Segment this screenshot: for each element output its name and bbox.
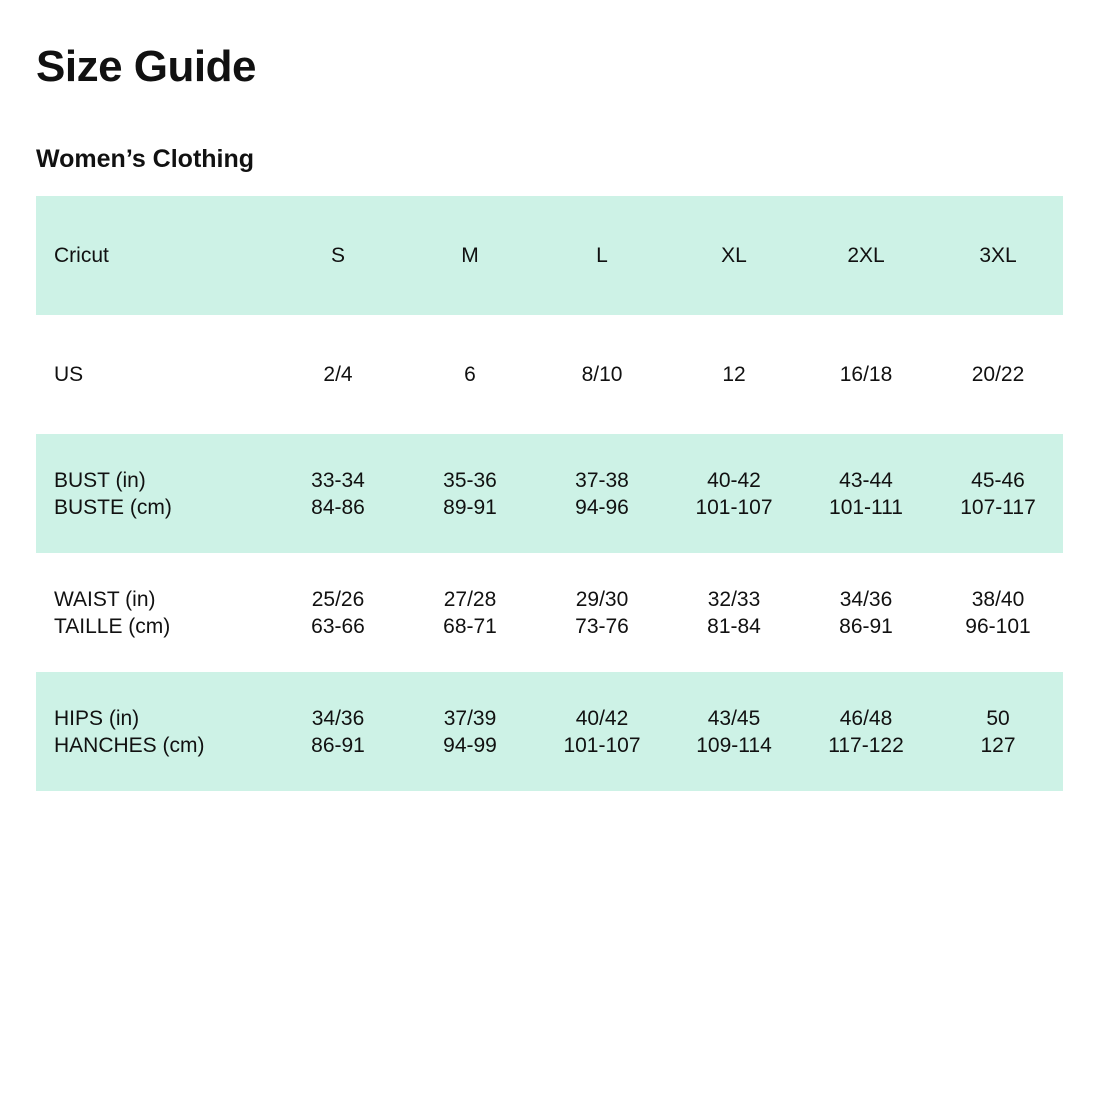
cell-value: 50 bbox=[986, 706, 1010, 730]
header-size-3xl: 3XL bbox=[979, 244, 1017, 267]
table-cell: 27/28 68-71 bbox=[404, 586, 536, 640]
cell-value: 37-38 bbox=[575, 468, 629, 492]
table-cell: 46/48 117-122 bbox=[800, 705, 932, 759]
cell-value: 16/18 bbox=[839, 363, 893, 386]
section-title: Women’s Clothing bbox=[36, 145, 255, 173]
table-cell: 37-38 94-96 bbox=[536, 467, 668, 521]
table-cell: 34/36 86-91 bbox=[272, 705, 404, 759]
table-row: WAIST (in) TAILLE (cm) 25/26 63-66 27/28 68-7… bbox=[36, 553, 1063, 672]
table-cell: 20/22 bbox=[932, 361, 1064, 388]
row-label-line: TAILLE (cm) bbox=[54, 614, 171, 638]
table-cell: 40/42 101-107 bbox=[536, 705, 668, 759]
cell-value: 109-114 bbox=[696, 733, 772, 757]
table-cell: 45-46 107-117 bbox=[932, 467, 1064, 521]
cell-value: 43-44 bbox=[839, 468, 893, 492]
header-size-2xl: 2XL bbox=[847, 244, 885, 267]
table-cell: 43/45 109-114 bbox=[668, 705, 800, 759]
cell-value: 96-101 bbox=[965, 614, 1031, 638]
cell-value: 12 bbox=[722, 363, 746, 386]
table-cell: 32/33 81-84 bbox=[668, 586, 800, 640]
row-label-line: US bbox=[54, 363, 84, 386]
row-label-line: HANCHES (cm) bbox=[54, 733, 205, 757]
cell-value: 46/48 bbox=[839, 706, 893, 730]
table-cell: 35-36 89-91 bbox=[404, 467, 536, 521]
table-cell: 8/10 bbox=[536, 361, 668, 388]
row-label: US bbox=[54, 361, 83, 388]
cell-value: 34/36 bbox=[311, 706, 365, 730]
table-cell: 25/26 63-66 bbox=[272, 586, 404, 640]
row-label-line: BUSTE (cm) bbox=[54, 495, 172, 519]
cell-value: 40/42 bbox=[575, 706, 629, 730]
header-size-xl: XL bbox=[721, 244, 747, 267]
table-row: US 2/4 6 8/10 12 16/18 20/22 bbox=[36, 315, 1063, 434]
table-row: BUST (in) BUSTE (cm) 33-34 84-86 35-36 89-91 3… bbox=[36, 434, 1063, 553]
cell-value: 38/40 bbox=[971, 587, 1025, 611]
header-label: Cricut bbox=[54, 244, 109, 267]
cell-value: 101-107 bbox=[695, 495, 773, 519]
table-cell: 34/36 86-91 bbox=[800, 586, 932, 640]
cell-value: 2/4 bbox=[323, 363, 353, 386]
cell-value: 6 bbox=[464, 363, 476, 386]
row-label-line: BUST (in) bbox=[54, 468, 146, 492]
cell-value: 81-84 bbox=[707, 614, 761, 638]
cell-value: 101-111 bbox=[829, 495, 903, 519]
table-cell: 40-42 101-107 bbox=[668, 467, 800, 521]
cell-value: 127 bbox=[980, 733, 1016, 757]
cell-value: 8/10 bbox=[581, 363, 623, 386]
row-label: BUST (in) BUSTE (cm) bbox=[54, 467, 172, 521]
cell-value: 43/45 bbox=[707, 706, 761, 730]
cell-value: 34/36 bbox=[839, 587, 893, 611]
table-cell: 37/39 94-99 bbox=[404, 705, 536, 759]
cell-value: 68-71 bbox=[443, 614, 497, 638]
cell-value: 107-117 bbox=[960, 495, 1036, 519]
row-label-line: HIPS (in) bbox=[54, 706, 140, 730]
cell-value: 27/28 bbox=[443, 587, 497, 611]
cell-value: 35-36 bbox=[443, 468, 497, 492]
page-title: Size Guide bbox=[36, 42, 256, 91]
cell-value: 40-42 bbox=[707, 468, 761, 492]
table-cell: 2/4 bbox=[272, 361, 404, 388]
cell-value: 45-46 bbox=[971, 468, 1025, 492]
table-row: HIPS (in) HANCHES (cm) 34/36 86-91 37/39 94-9… bbox=[36, 672, 1063, 791]
size-table: Cricut S M L XL 2XL 3XL US 2/4 6 8/10 12 16/18 20/2… bbox=[36, 196, 1063, 791]
table-cell: 33-34 84-86 bbox=[272, 467, 404, 521]
header-size-s: S bbox=[330, 244, 345, 267]
cell-value: 86-91 bbox=[839, 614, 893, 638]
header-size-m: M bbox=[461, 244, 479, 267]
cell-value: 37/39 bbox=[443, 706, 497, 730]
cell-value: 32/33 bbox=[707, 587, 761, 611]
table-cell: 12 bbox=[668, 361, 800, 388]
table-cell: 16/18 bbox=[800, 361, 932, 388]
table-cell: 43-44 101-111 bbox=[800, 467, 932, 521]
table-cell: 6 bbox=[404, 361, 536, 388]
cell-value: 33-34 bbox=[311, 468, 365, 492]
cell-value: 117-122 bbox=[828, 733, 904, 757]
cell-value: 20/22 bbox=[971, 363, 1025, 386]
table-cell: 38/40 96-101 bbox=[932, 586, 1064, 640]
table-cell: 29/30 73-76 bbox=[536, 586, 668, 640]
cell-value: 73-76 bbox=[575, 614, 629, 638]
cell-value: 89-91 bbox=[443, 495, 497, 519]
row-label: HIPS (in) HANCHES (cm) bbox=[54, 705, 205, 759]
cell-value: 101-107 bbox=[563, 733, 641, 757]
cell-value: 94-99 bbox=[443, 733, 497, 757]
row-label-line: WAIST (in) bbox=[54, 587, 156, 611]
header-size-l: L bbox=[596, 244, 608, 267]
cell-value: 84-86 bbox=[311, 495, 365, 519]
cell-value: 94-96 bbox=[575, 495, 629, 519]
cell-value: 86-91 bbox=[311, 733, 365, 757]
cell-value: 29/30 bbox=[575, 587, 629, 611]
cell-value: 63-66 bbox=[311, 614, 365, 638]
table-header-row: Cricut S M L XL 2XL 3XL bbox=[36, 196, 1063, 315]
cell-value: 25/26 bbox=[311, 587, 365, 611]
row-label: WAIST (in) TAILLE (cm) bbox=[54, 586, 170, 640]
table-cell: 50 127 bbox=[932, 705, 1064, 759]
